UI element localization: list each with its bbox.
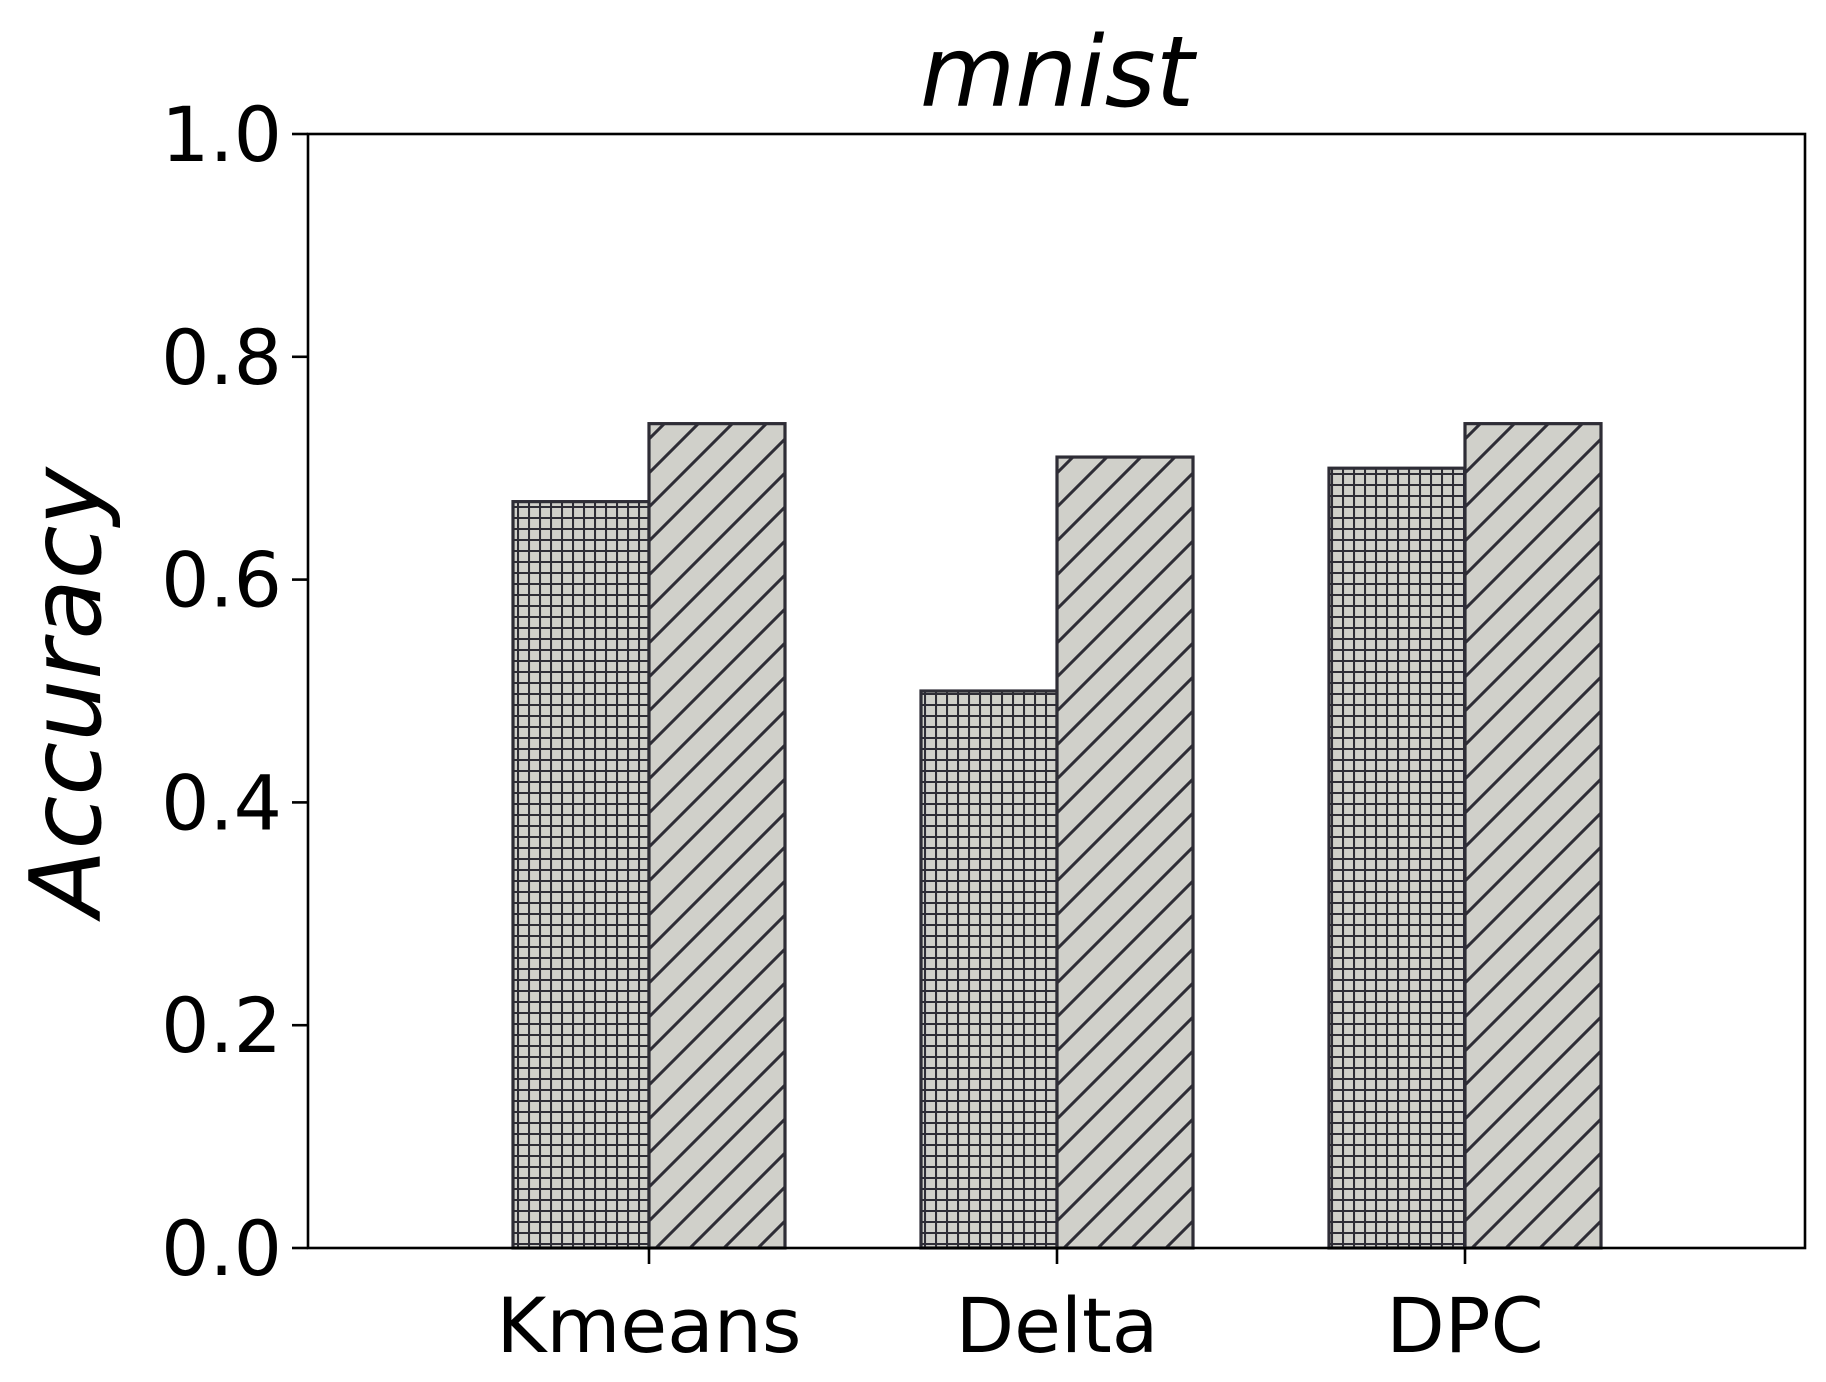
bar-delta-series-1 (919, 689, 1059, 1250)
y-tick-label: 0.0 (161, 1204, 282, 1293)
bar-delta-series-2 (1055, 455, 1195, 1250)
y-tick-label: 0.6 (161, 536, 282, 625)
bar-kmeans-series-2 (647, 422, 787, 1250)
bar-dpc-series-1 (1327, 466, 1467, 1250)
bars-layer (511, 422, 1603, 1250)
y-axis-label: Accuracy (10, 465, 124, 922)
bar-dpc-series-2 (1463, 422, 1603, 1250)
y-tick-label: 0.4 (161, 758, 282, 847)
x-tick-label-dpc: DPC (1386, 1281, 1543, 1370)
y-tick-label: 0.8 (161, 313, 282, 402)
chart-title: mnist (920, 16, 1198, 130)
y-tick-label: 1.0 (161, 90, 282, 179)
x-tick-label-kmeans: Kmeans (497, 1281, 802, 1370)
axes-layer: 0.0 0.2 0.4 0.6 0.8 1.0 Kmeans Delta DPC (161, 90, 1807, 1370)
y-tick-label: 0.2 (161, 981, 282, 1070)
x-tick-label-delta: Delta (956, 1281, 1159, 1370)
bar-kmeans-series-1 (511, 500, 651, 1250)
